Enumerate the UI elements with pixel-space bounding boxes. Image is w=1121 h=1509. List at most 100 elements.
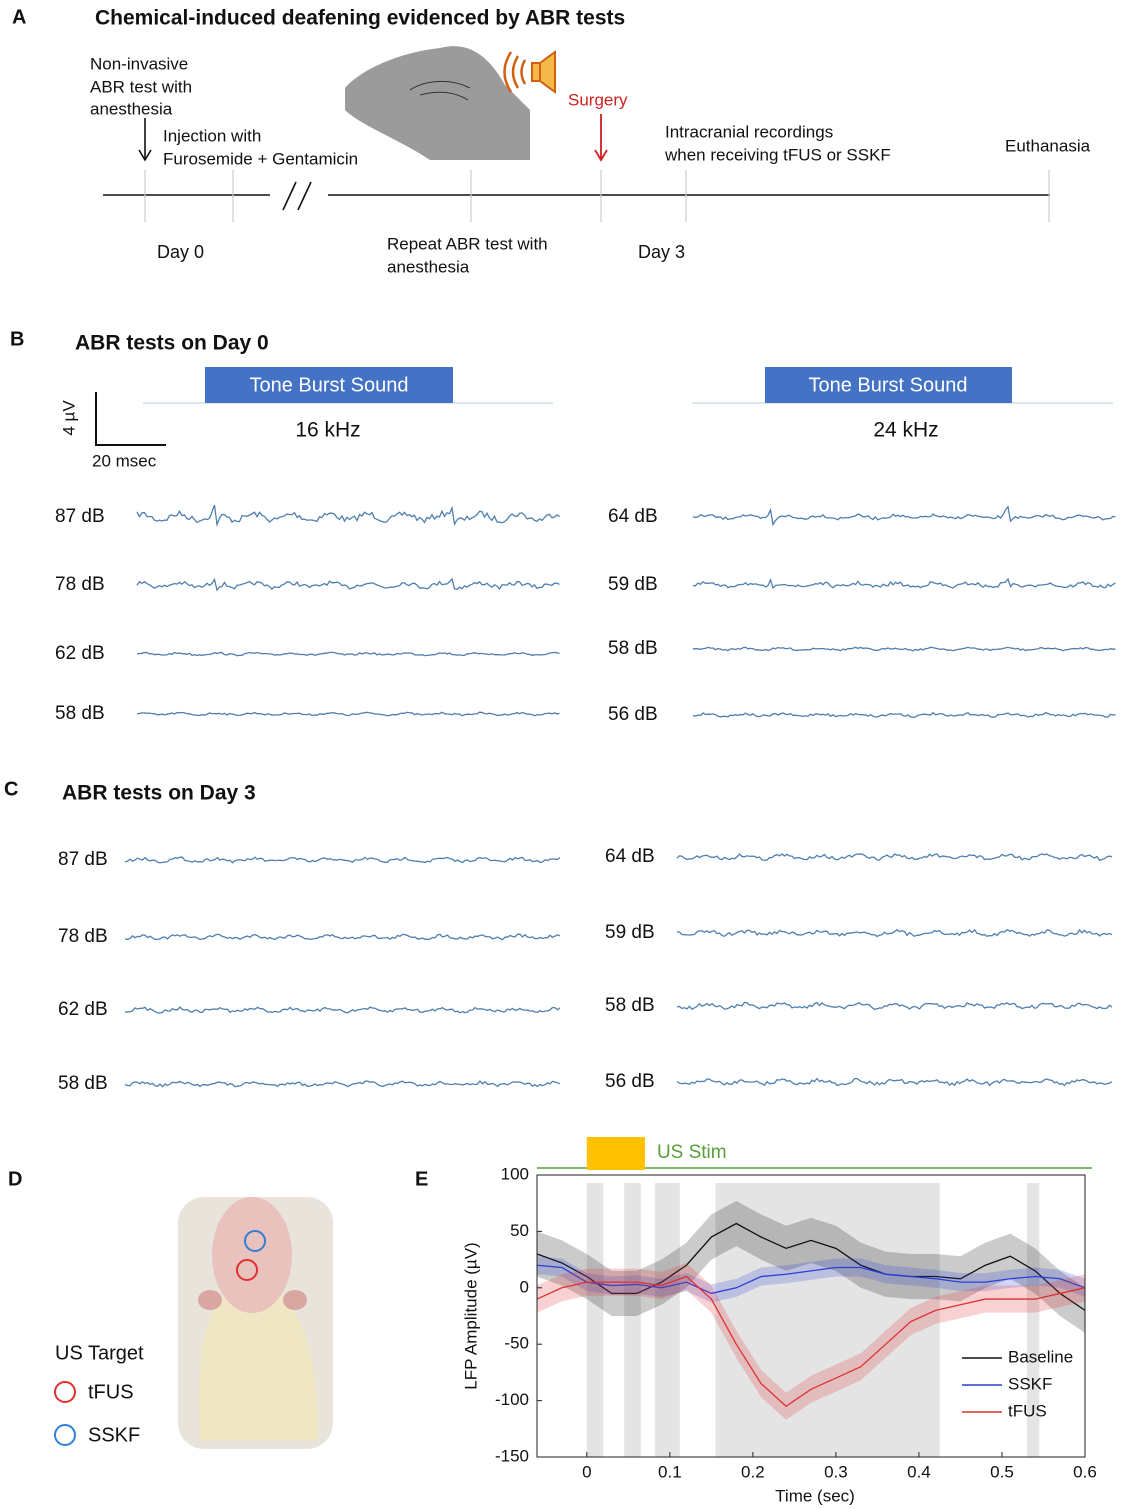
- legend-symbol: [54, 1424, 76, 1446]
- abr-trace: [136, 577, 560, 592]
- y-axis-label: LFP Amplitude (µV): [461, 1242, 480, 1389]
- level-label: 62 dB: [55, 643, 105, 664]
- legend-label: SSKF: [1008, 1374, 1052, 1393]
- panel-letter: E: [415, 1168, 428, 1190]
- level-label: 87 dB: [55, 506, 105, 527]
- timeline-label: Euthanasia: [1005, 136, 1091, 155]
- y-tick-label: -100: [495, 1390, 529, 1409]
- panel-letter: B: [10, 328, 24, 350]
- abr-trace: [136, 651, 560, 657]
- timeline: [103, 118, 1050, 211]
- frequency-label: 16 kHz: [295, 419, 360, 442]
- abr-trace: [136, 504, 560, 527]
- timeline-label: anesthesia: [387, 257, 470, 276]
- timeline-label: ABR test with: [90, 77, 192, 96]
- stim-box: [586, 1137, 645, 1170]
- timeline-ticks: [144, 170, 1050, 222]
- plot-frame: [536, 1174, 1086, 1458]
- shaded-region: [654, 1183, 680, 1457]
- error-band: [537, 1256, 1085, 1303]
- stim-label: US Stim: [657, 1142, 727, 1163]
- error-band: [537, 1262, 1085, 1420]
- scale-label: 4 µV: [59, 400, 78, 436]
- series-line: [536, 1275, 1086, 1408]
- shaded-region: [1026, 1183, 1040, 1457]
- error-band: [537, 1200, 1085, 1333]
- x-tick-label: 0.5: [990, 1462, 1014, 1481]
- stim-box: [205, 367, 453, 403]
- speaker-icon: [503, 50, 556, 94]
- surgery-arrow: [594, 114, 608, 162]
- abr-trace: [676, 1001, 1113, 1011]
- level-label: 62 dB: [58, 999, 108, 1020]
- x-tick-label: 0.6: [1073, 1462, 1097, 1481]
- legend-symbol: [54, 1381, 76, 1403]
- panel-title: ABR tests on Day 0: [75, 332, 269, 355]
- timeline-label: Non-invasive: [90, 54, 188, 73]
- stim-box: [765, 367, 1012, 403]
- level-label: 64 dB: [605, 846, 655, 867]
- rat-illustration: [345, 46, 530, 160]
- x-tick-label: 0.4: [907, 1462, 931, 1481]
- x-axis-label: Time (sec): [775, 1486, 855, 1505]
- abr-trace: [136, 711, 560, 717]
- timeline-label: Furosemide + Gentamicin: [163, 149, 358, 168]
- stim-label: Tone Burst Sound: [250, 374, 409, 396]
- level-label: 58 dB: [55, 703, 105, 724]
- abr-trace: [676, 1077, 1113, 1087]
- timeline-label: Repeat ABR test with: [387, 234, 548, 253]
- panel-title: Chemical-induced deafening evidenced by …: [95, 7, 625, 30]
- timeline-label: Intracranial recordings: [665, 122, 833, 141]
- frequency-label: 24 kHz: [873, 419, 938, 442]
- legend-title: US Target: [55, 1342, 144, 1364]
- legend-label: tFUS: [88, 1381, 134, 1403]
- level-label: 64 dB: [608, 506, 658, 527]
- abr-trace: [124, 933, 561, 941]
- x-tick-label: 0.2: [741, 1462, 765, 1481]
- timeline-label: Surgery: [568, 90, 628, 109]
- y-tick-label: -50: [504, 1334, 529, 1353]
- level-label: 56 dB: [605, 1071, 655, 1092]
- scale-label: 20 msec: [92, 451, 157, 470]
- abr-trace: [676, 928, 1113, 938]
- series-line: [536, 1264, 1086, 1295]
- x-tick-label: 0: [582, 1462, 591, 1481]
- level-label: 58 dB: [605, 995, 655, 1016]
- legend-label: tFUS: [1008, 1401, 1047, 1420]
- y-tick-label: 50: [510, 1221, 529, 1240]
- rat-photo: [178, 1197, 333, 1449]
- level-label: 59 dB: [608, 574, 658, 595]
- level-label: 58 dB: [58, 1073, 108, 1094]
- legend-label: SSKF: [88, 1424, 140, 1446]
- timeline-label: when receiving tFUS or SSKF: [664, 145, 891, 164]
- x-tick-label: 0.3: [824, 1462, 848, 1481]
- timeline-label: Injection with: [163, 126, 261, 145]
- abr-trace: [692, 711, 1116, 718]
- panel-letter: D: [8, 1168, 22, 1190]
- shaded-region: [715, 1183, 940, 1457]
- y-tick-label: -150: [495, 1446, 529, 1465]
- timeline-label: anesthesia: [90, 99, 173, 118]
- abr-trace: [693, 577, 1116, 590]
- timeline-label: Day 3: [638, 242, 685, 262]
- legend-label: Baseline: [1008, 1347, 1073, 1366]
- timeline-label: Day 0: [157, 242, 204, 262]
- abr-trace: [124, 856, 561, 864]
- x-tick-label: 0.1: [658, 1462, 682, 1481]
- abr-trace: [676, 853, 1113, 862]
- shaded-region: [586, 1183, 604, 1457]
- panel-letter: C: [4, 778, 18, 800]
- level-label: 78 dB: [58, 926, 108, 947]
- panel-letter: A: [12, 6, 26, 28]
- panel-title: ABR tests on Day 3: [62, 782, 256, 805]
- abr-trace: [692, 646, 1116, 652]
- level-label: 78 dB: [55, 574, 105, 595]
- level-label: 58 dB: [608, 638, 658, 659]
- level-label: 87 dB: [58, 849, 108, 870]
- series-line: [536, 1222, 1086, 1311]
- level-label: 59 dB: [605, 922, 655, 943]
- abr-trace: [692, 505, 1116, 527]
- level-label: 56 dB: [608, 704, 658, 725]
- abr-trace: [124, 1006, 561, 1014]
